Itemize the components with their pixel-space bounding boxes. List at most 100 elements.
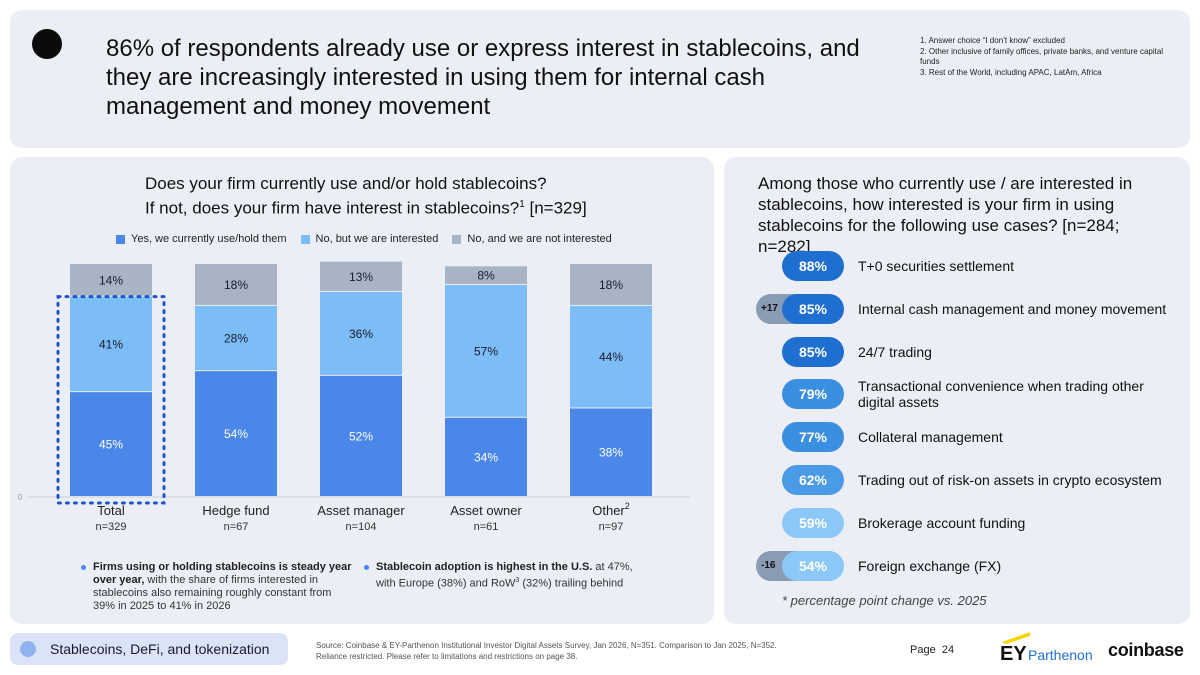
use-case-row: 62% Trading out of risk-on assets in cryp… <box>724 463 1190 497</box>
percent-pill: 62% <box>782 465 844 495</box>
use-case-label: Transactional convenience when trading o… <box>858 378 1144 411</box>
category-label: Total <box>97 503 125 518</box>
bar-segment <box>320 375 402 496</box>
bar-data-label: 14% <box>99 273 123 287</box>
ey-logo-slash <box>1002 632 1030 644</box>
category-label: Asset owner <box>450 503 522 518</box>
legend-item-interested: No, but we are interested <box>300 233 439 245</box>
percent-pill: 79% <box>782 379 844 410</box>
chart-question: Does your firm currently use and/or hold… <box>145 173 665 219</box>
bar-segment <box>195 371 277 496</box>
bar-segment <box>195 305 277 371</box>
sample-size-label: n=104 <box>346 521 377 533</box>
bar-segment <box>445 284 527 417</box>
footnote-3: 3. Rest of the World, including APAC, La… <box>920 67 1102 77</box>
header-banner: 86% of respondents already use or expres… <box>10 10 1190 148</box>
use-case-label: Foreign exchange (FX) <box>858 557 1002 574</box>
ey-parthenon-text: Parthenon <box>1028 647 1093 663</box>
bullet-icon <box>81 565 86 570</box>
sample-size-label: n=61 <box>474 521 499 533</box>
coinbase-logo: coinbase <box>1108 640 1184 660</box>
percent-pill: 85% <box>782 336 844 367</box>
takeaway-2: Stablecoin adoption is highest in the U.… <box>364 561 646 591</box>
legend-item-not-interested: No, and we are not interested <box>452 233 612 245</box>
bar-segment <box>570 264 652 305</box>
y-tick-label: 0 <box>18 493 23 502</box>
section-tag[interactable]: Stablecoins, DeFi, and tokenization <box>10 633 288 665</box>
bar-data-label: 54% <box>224 427 248 441</box>
legend-label-use: Yes, we currently use/hold them <box>131 233 287 245</box>
source-line-1: Source: Coinbase & EY-Parthenon Institut… <box>316 641 777 650</box>
use-case-row: 59% Brokerage account funding <box>724 506 1190 540</box>
bullet-icon <box>364 565 369 570</box>
percent-pill: 77% <box>782 422 844 453</box>
bar-data-label: 44% <box>599 350 623 364</box>
chart-question-line1: Does your firm currently use and/or hold… <box>145 174 547 193</box>
stacked-bar-chart: 0 45% 41% 14% Total n=329 54% 28% 18% Hedge fund n… <box>18 261 690 533</box>
footnote-2: 2. Other inclusive of family offices, pr… <box>920 46 1164 67</box>
use-case-row: 79% Transactional convenience when tradin… <box>724 377 1190 411</box>
page-number: Page 24 <box>910 644 955 656</box>
legend-swatch-interested <box>300 234 310 244</box>
section-dot-icon <box>32 29 62 59</box>
use-case-label: T+0 securities settlement <box>858 258 1015 274</box>
use-case-row: +17 85% Internal cash management and money… <box>724 292 1190 326</box>
use-case-row: 85% 24/7 trading <box>724 335 1190 369</box>
use-case-label: Internal cash management and money movem… <box>858 300 1167 317</box>
bar-segment <box>320 261 402 291</box>
use-cases-question: Among those who currently use / are inte… <box>758 174 1133 256</box>
bar-data-label: 8% <box>477 269 495 283</box>
bar-segment <box>320 291 402 375</box>
source-note: Source: Coinbase & EY-Parthenon Institut… <box>316 640 876 662</box>
legend-swatch-use <box>116 234 125 244</box>
bar-segment <box>445 266 527 284</box>
bar-data-label: 13% <box>349 270 373 284</box>
change-note: * percentage point change vs. 2025 <box>782 593 987 608</box>
category-label: Asset manager <box>317 503 405 518</box>
bar-data-label: 34% <box>474 450 498 464</box>
use-case-label: 24/7 trading <box>858 343 932 360</box>
bar-data-label: 45% <box>99 438 123 452</box>
use-case-label: Trading out of risk-on assets in crypto … <box>858 472 1162 488</box>
bar-data-label: 18% <box>224 278 248 292</box>
footnote-1: 1. Answer choice “I don’t know” excluded <box>920 36 1065 45</box>
percent-pill: 54% <box>782 550 844 581</box>
legend-item-use: Yes, we currently use/hold them <box>116 233 287 245</box>
adoption-chart-panel: Does your firm currently use and/or hold… <box>10 157 714 624</box>
sample-size-label: n=329 <box>96 521 127 533</box>
bar-data-label: 36% <box>349 327 373 341</box>
bar-segment <box>70 296 152 392</box>
sample-size-label: n=97 <box>599 521 624 533</box>
use-case-row: -16 54% Foreign exchange (FX) <box>724 549 1190 583</box>
percent-pill: 85% <box>782 293 844 324</box>
bar-segment <box>70 264 152 296</box>
sample-size-label: n=67 <box>224 521 249 533</box>
chart-legend: Yes, we currently use/hold them No, but … <box>116 233 612 245</box>
use-case-row: 88% T+0 securities settlement <box>724 249 1190 283</box>
legend-label-interested: No, but we are interested <box>315 233 439 245</box>
use-case-row: 77% Collateral management <box>724 420 1190 454</box>
section-tag-label: Stablecoins, DeFi, and tokenization <box>50 641 270 657</box>
legend-swatch-not-interested <box>452 234 462 244</box>
bar-segment <box>195 264 277 305</box>
ey-logo-text: EY <box>1000 643 1027 665</box>
ey-parthenon-logo: EY Parthenon <box>1000 632 1093 665</box>
legend-label-not-interested: No, and we are not interested <box>467 233 612 245</box>
use-case-label: Collateral management <box>858 429 1003 446</box>
section-circle-icon <box>20 641 36 657</box>
bar-data-label: 57% <box>474 344 498 358</box>
category-label: Other2 <box>592 501 630 518</box>
highlight-box <box>56 295 166 505</box>
bar-segment <box>445 417 527 496</box>
percent-pill: 59% <box>782 507 844 538</box>
takeaway-1: Firms using or holding stablecoins is st… <box>81 561 353 613</box>
bar-segment <box>570 408 652 496</box>
source-line-2: Reliance restricted. Please refer to lim… <box>316 652 578 661</box>
bar-segment <box>70 392 152 496</box>
bar-data-label: 52% <box>349 429 373 443</box>
bar-data-label: 18% <box>599 278 623 292</box>
category-label: Hedge fund <box>202 503 269 518</box>
bar-data-label: 28% <box>224 332 248 346</box>
bar-segment <box>570 305 652 408</box>
page-headline: 86% of respondents already use or expres… <box>106 35 860 120</box>
